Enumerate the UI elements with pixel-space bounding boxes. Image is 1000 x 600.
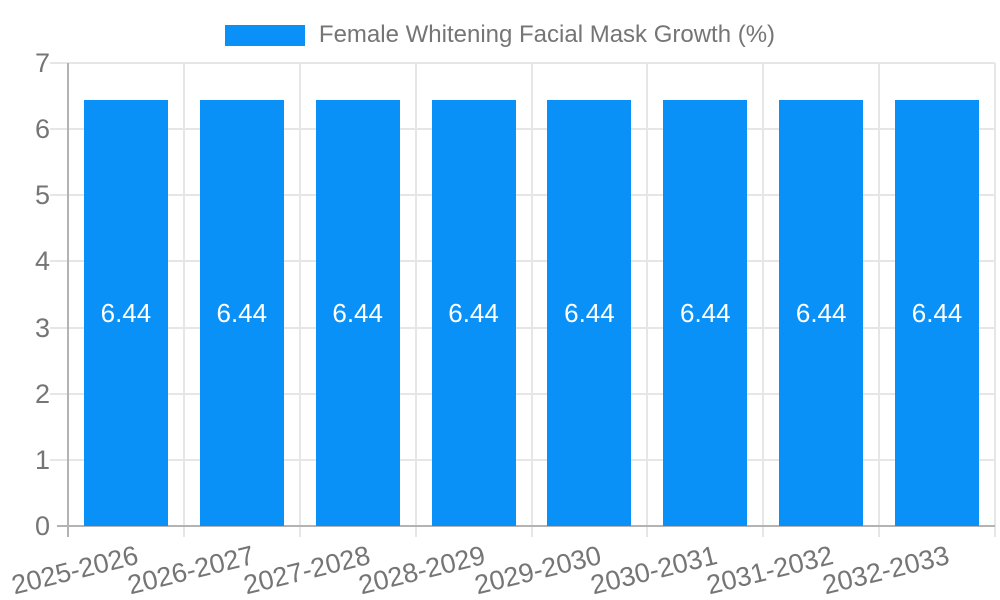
x-axis-tick-mark bbox=[414, 526, 417, 537]
x-axis-category-label: 2029-2030 bbox=[471, 540, 605, 600]
grid-line-horizontal bbox=[50, 392, 995, 395]
grid-line-horizontal bbox=[50, 326, 995, 329]
grid-line-horizontal bbox=[50, 62, 995, 64]
bar: 6.44 bbox=[199, 100, 284, 526]
y-axis-tick-label: 7 bbox=[34, 48, 50, 78]
grid-line-horizontal bbox=[50, 194, 995, 197]
y-axis-tick-label: 6 bbox=[34, 114, 50, 145]
x-axis-tick-mark bbox=[530, 526, 533, 537]
bar-value-label: 6.44 bbox=[448, 298, 499, 328]
bar-value-label: 6.44 bbox=[680, 298, 731, 328]
grid-line-vertical bbox=[414, 63, 417, 526]
y-axis-tick-label: 4 bbox=[34, 246, 50, 277]
grid-line-vertical bbox=[878, 63, 881, 526]
x-axis-category-label: 2031-2032 bbox=[703, 540, 837, 600]
x-axis-category-label: 2032-2033 bbox=[819, 540, 953, 600]
y-axis-tick-label: 3 bbox=[34, 312, 50, 343]
legend: Female Whitening Facial Mask Growth (%) bbox=[0, 21, 1000, 48]
bar: 6.44 bbox=[779, 100, 864, 526]
y-axis-line bbox=[67, 63, 69, 537]
x-axis-category-label: 2026-2027 bbox=[124, 540, 257, 600]
bar: 6.44 bbox=[547, 100, 632, 526]
bar-value-label: 6.44 bbox=[332, 298, 383, 328]
x-axis-line bbox=[57, 525, 995, 527]
grid-line-vertical bbox=[530, 63, 533, 526]
bar-value-label: 6.44 bbox=[911, 298, 963, 328]
x-axis-category-label: 2027-2028 bbox=[240, 540, 373, 600]
legend-label: Female Whitening Facial Mask Growth (%) bbox=[318, 21, 776, 48]
y-axis-tick-label: 0 bbox=[34, 511, 50, 541]
grid-line-vertical bbox=[298, 63, 301, 526]
grid-line-vertical bbox=[762, 63, 765, 526]
bar: 6.44 bbox=[83, 100, 168, 526]
bar: 6.44 bbox=[431, 100, 516, 526]
grid-line-vertical bbox=[182, 63, 185, 526]
x-axis-tick-mark bbox=[182, 526, 185, 537]
x-axis-category-label: 2028-2029 bbox=[356, 540, 489, 600]
y-axis-tick-label: 5 bbox=[34, 180, 50, 211]
bar: 6.44 bbox=[895, 100, 980, 526]
bar-value-label: 6.44 bbox=[795, 298, 847, 328]
legend-swatch bbox=[224, 24, 305, 46]
grid-line-vertical bbox=[994, 63, 996, 526]
bar: 6.44 bbox=[663, 100, 748, 526]
bar-value-label: 6.44 bbox=[216, 298, 268, 328]
x-axis-category-label: 2025-2026 bbox=[8, 540, 141, 600]
x-axis-tick-mark bbox=[762, 526, 765, 537]
x-axis-tick-mark bbox=[878, 526, 881, 537]
x-axis-tick-mark bbox=[646, 526, 649, 537]
bar-value-label: 6.44 bbox=[100, 298, 152, 328]
grid-line-horizontal bbox=[50, 260, 995, 263]
x-axis-category-label: 2030-2031 bbox=[587, 540, 721, 600]
bar: 6.44 bbox=[315, 100, 400, 526]
y-axis-tick-label: 1 bbox=[34, 444, 50, 475]
grid-line-vertical bbox=[646, 63, 649, 526]
bar-value-label: 6.44 bbox=[564, 298, 615, 328]
grid-line-horizontal bbox=[50, 458, 995, 461]
grid-line-horizontal bbox=[50, 128, 995, 131]
x-axis-tick-mark bbox=[994, 526, 996, 537]
y-axis-tick-label: 2 bbox=[34, 378, 50, 409]
x-axis-tick-mark bbox=[298, 526, 301, 537]
